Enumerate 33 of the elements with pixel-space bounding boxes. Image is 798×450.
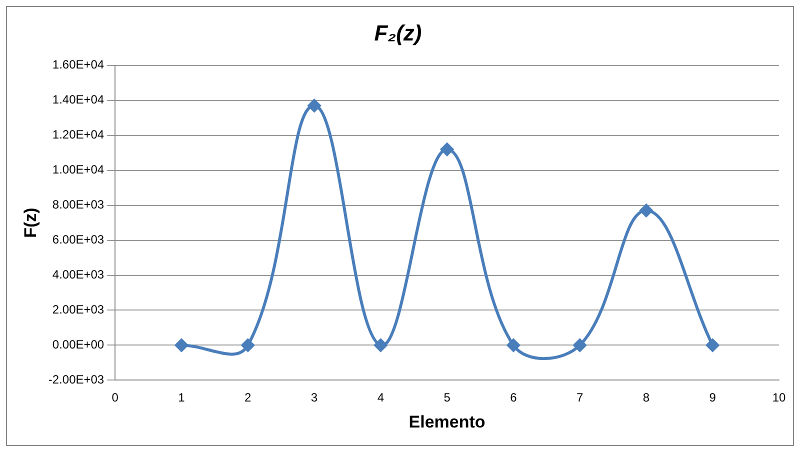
x-axis-title: Elemento (408, 412, 486, 432)
y-tick-label: 6.00E+03 (52, 232, 104, 247)
point (440, 142, 454, 156)
y-tick-label: 0.00E+00 (52, 338, 104, 352)
y-axis-title: F(z) (20, 208, 40, 238)
x-tick-label: 0 (112, 390, 119, 405)
point (640, 204, 653, 218)
point (175, 338, 188, 352)
y-tick-label: 8.00E+03 (52, 198, 104, 212)
y-tick-label: 1.40E+04 (52, 92, 104, 107)
y-tick-label: -2.00E+03 (48, 372, 104, 387)
x-tick-label: 1 (178, 390, 186, 405)
x-tick-label: 4 (377, 390, 384, 405)
point (374, 338, 388, 352)
point (506, 338, 520, 352)
point (706, 338, 720, 352)
point (241, 338, 254, 352)
x-tick-label: 10 (772, 390, 786, 405)
y-tick-label: 4.00E+03 (52, 268, 104, 282)
x-tick-label: 5 (444, 390, 451, 405)
x-tick-label: 6 (510, 390, 518, 405)
point (308, 99, 321, 112)
point (573, 338, 586, 352)
y-tick-label: 1.60E+04 (52, 58, 104, 72)
x-tick-label: 2 (244, 390, 252, 405)
x-tick-label: 7 (576, 390, 584, 405)
y-tick-label: 2.00E+03 (52, 302, 104, 317)
x-tick-label: 9 (709, 390, 716, 405)
x-tick-label: 8 (642, 390, 650, 405)
y-tick-label: 1.20E+04 (52, 128, 104, 142)
chart-title: F₂(z) (374, 20, 422, 46)
y-tick-label: 1.00E+04 (52, 162, 104, 177)
x-tick-label: 3 (310, 390, 318, 405)
